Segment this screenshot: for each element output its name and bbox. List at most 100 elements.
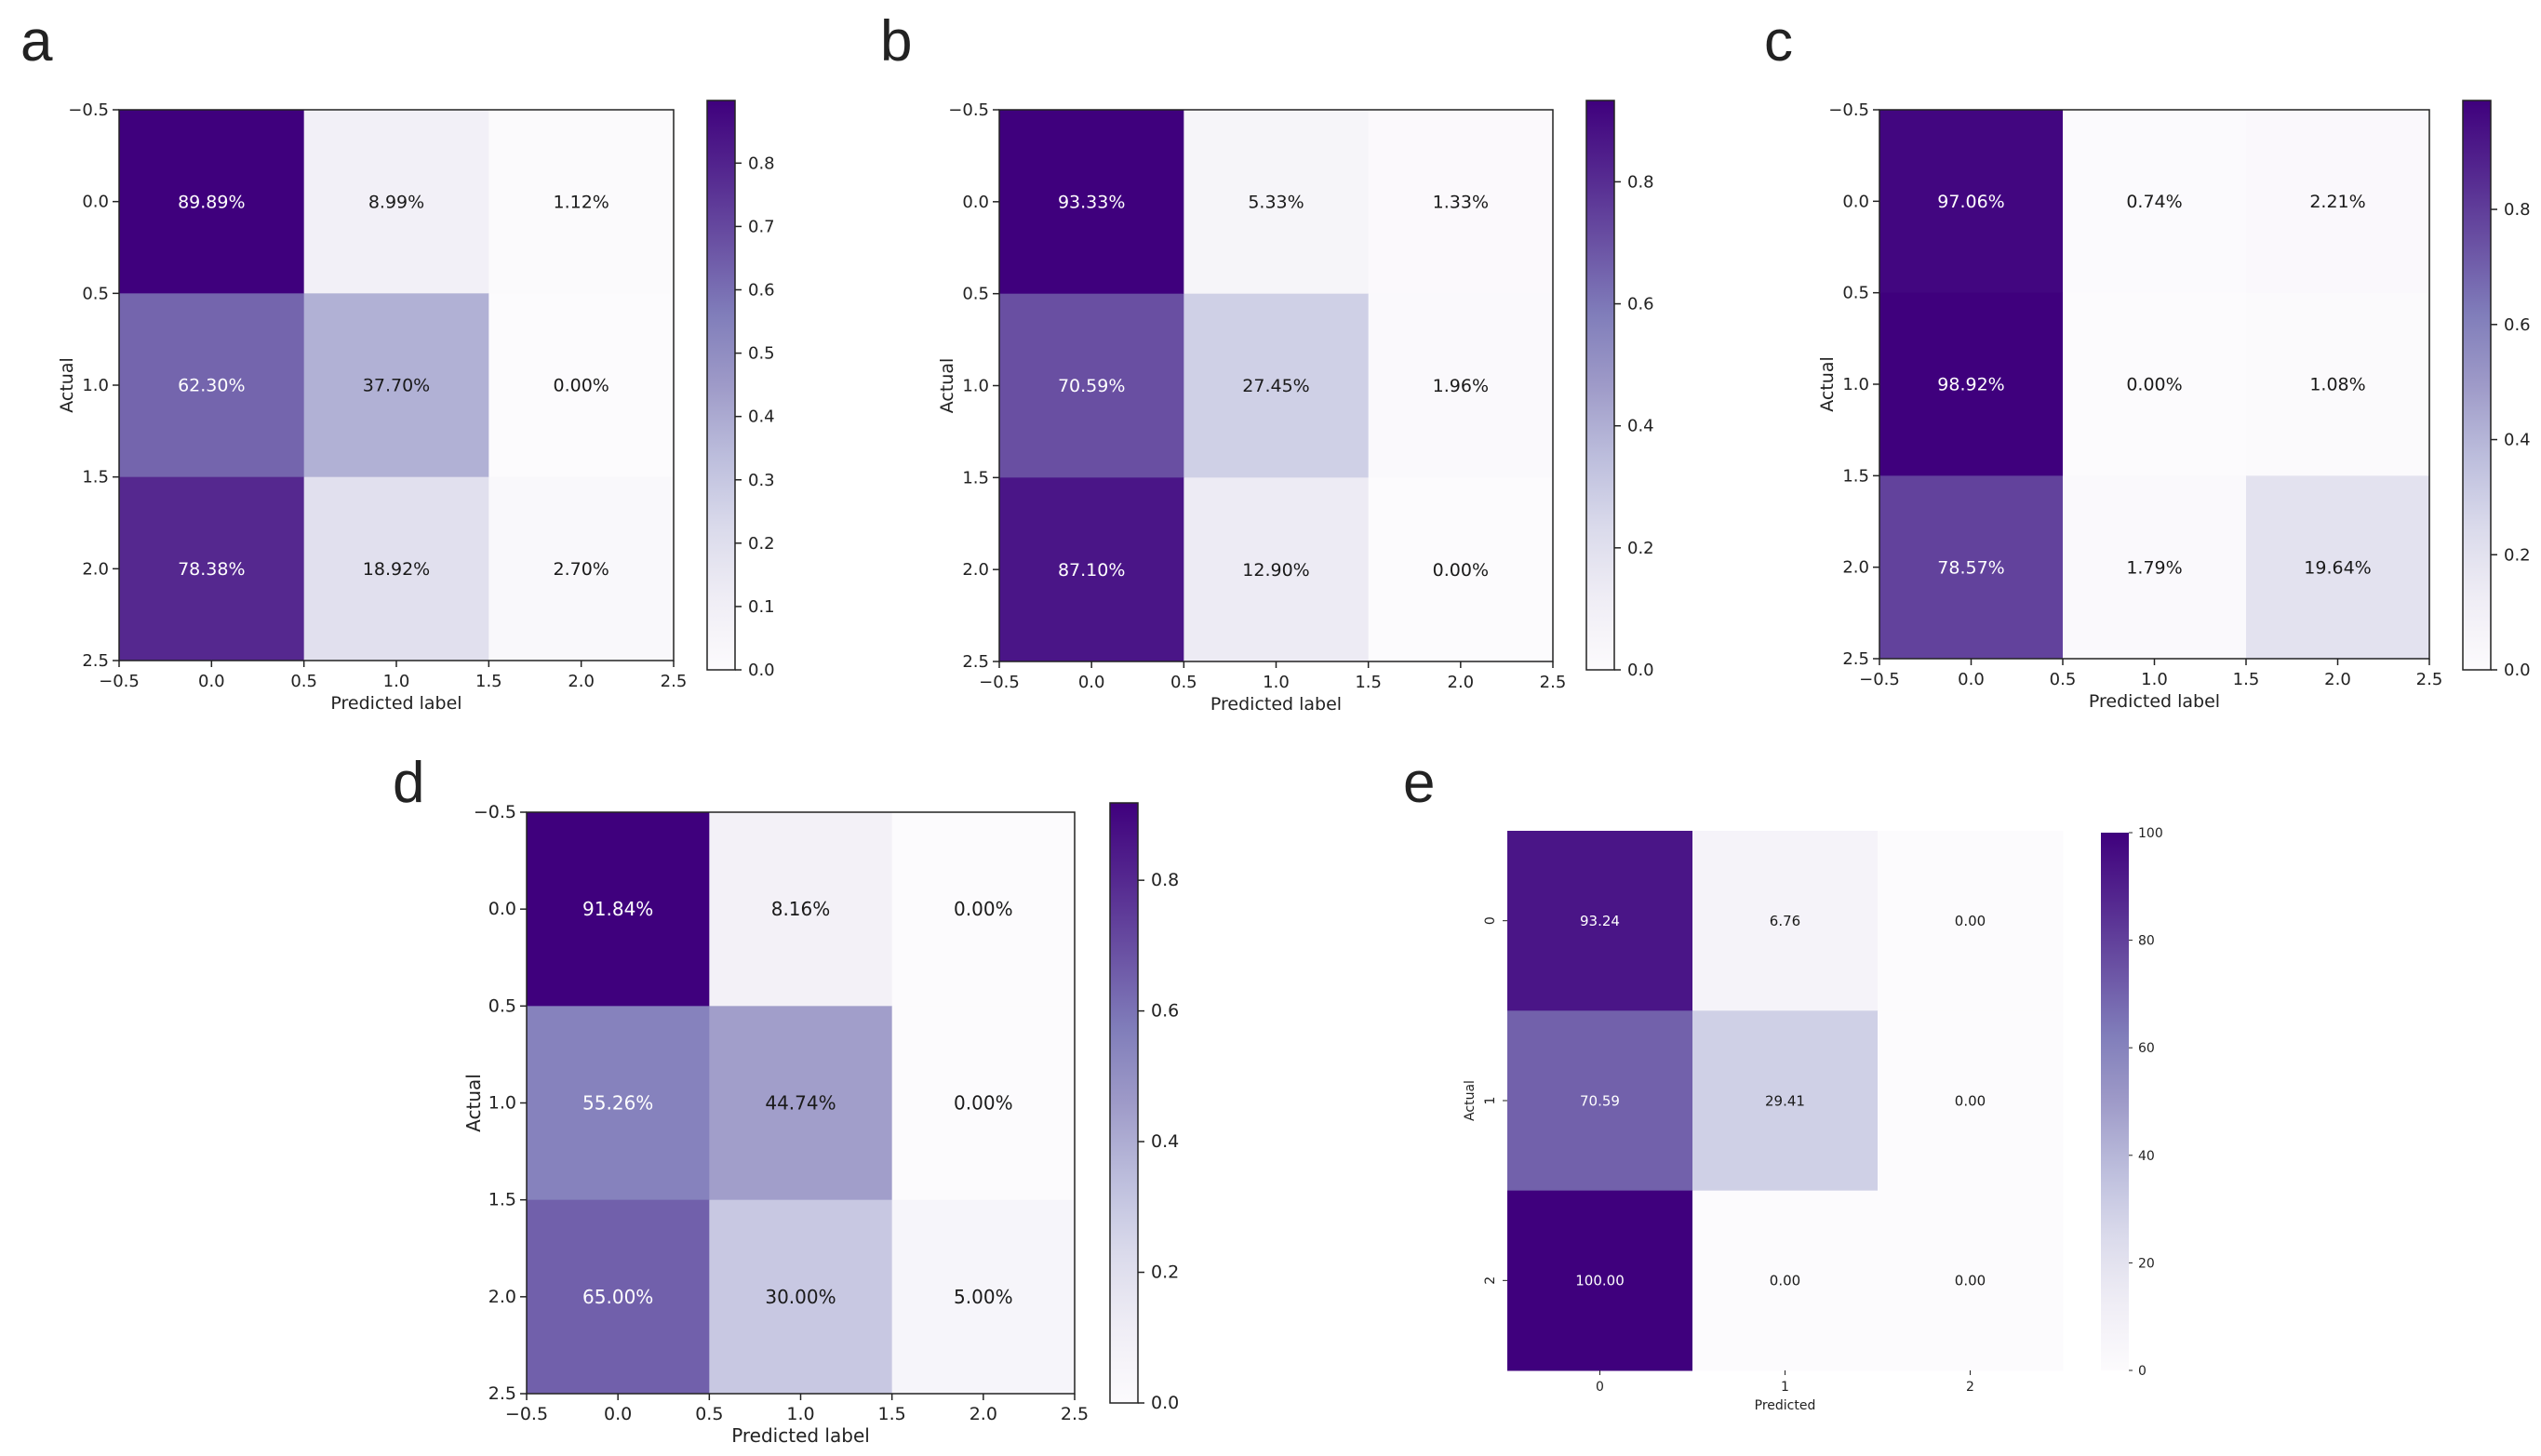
y-tick-label: −0.5 <box>474 802 516 822</box>
colorbar-tick-label: 0.0 <box>1151 1393 1179 1413</box>
colorbar-tick-label: 40 <box>2138 1149 2155 1164</box>
heatmap-cell <box>1692 831 1879 1011</box>
cell-value-label: 12.90% <box>1242 560 1309 581</box>
y-tick-label: 2.0 <box>82 559 109 579</box>
cell-value-label: 37.70% <box>363 376 430 396</box>
y-tick-label: 2.0 <box>962 560 989 580</box>
cell-value-label: 1.33% <box>1433 192 1489 212</box>
colorbar-tick-label: 0 <box>2138 1364 2146 1379</box>
y-tick-label: 1.0 <box>488 1093 516 1114</box>
y-tick-label: 0.5 <box>962 285 989 304</box>
x-axis-title: Predicted label <box>1210 694 1342 715</box>
colorbar-tick-label: 0.6 <box>1151 1001 1179 1022</box>
panel-label-c: c <box>1764 9 1793 73</box>
cell-value-label: 98.92% <box>1937 375 2004 395</box>
y-tick-label: 0.5 <box>488 995 516 1016</box>
x-tick-label: 2.5 <box>1061 1404 1089 1424</box>
heatmap-cell <box>1879 292 2064 476</box>
y-tick-label: 2.0 <box>488 1287 516 1307</box>
heatmap-cell <box>1368 293 1554 478</box>
cell-value-label: 8.99% <box>368 192 424 212</box>
x-axis-title: Predicted <box>1755 1398 1816 1413</box>
heatmap-cell <box>1507 1010 1693 1192</box>
y-tick-label: 1 <box>1483 1097 1498 1105</box>
cell-value-label: 30.00% <box>765 1286 836 1308</box>
cell-value-label: 62.30% <box>178 376 245 396</box>
y-axis-title: Actual <box>57 357 77 413</box>
colorbar-tick-label: 0.3 <box>748 471 775 490</box>
x-tick-label: 2.5 <box>661 672 688 691</box>
x-tick-label: 1.0 <box>786 1404 814 1424</box>
y-tick-label: 2.0 <box>1842 558 1869 578</box>
y-tick-label: 2.5 <box>962 652 989 672</box>
y-tick-label: 1.0 <box>82 376 109 395</box>
heatmap-cell <box>1184 110 1370 295</box>
y-tick-label: 0.0 <box>488 899 516 919</box>
heatmap-cell <box>1879 475 2064 660</box>
y-tick-label: −0.5 <box>948 100 989 120</box>
panel-label-a: a <box>20 9 53 73</box>
colorbar-tick-label: 0.6 <box>2504 315 2531 335</box>
colorbar-tick-label: 0.8 <box>2504 200 2531 220</box>
cell-value-label: 0.00 <box>1955 1273 1986 1289</box>
heatmap-cell <box>2063 475 2247 660</box>
cell-value-label: 93.24 <box>1580 913 1620 929</box>
y-tick-label: −0.5 <box>1828 100 1869 120</box>
cell-value-label: 1.12% <box>553 192 609 212</box>
colorbar-tick-label: 0.2 <box>1627 539 1654 558</box>
heatmap-cell <box>999 477 1184 662</box>
colorbar-tick-label: 0.1 <box>748 597 775 617</box>
y-tick-label: 0.5 <box>82 284 109 303</box>
cell-value-label: 2.21% <box>2309 192 2365 212</box>
x-tick-label: 2.0 <box>1448 673 1475 692</box>
x-tick-label: 1 <box>1781 1380 1789 1395</box>
heatmap-cell <box>1879 110 2064 294</box>
x-tick-label: 1.5 <box>1355 673 1382 692</box>
cell-value-label: 91.84% <box>582 898 653 920</box>
x-tick-label: 1.5 <box>878 1404 906 1424</box>
x-tick-label: 1.0 <box>2141 670 2168 689</box>
heatmap-cell <box>891 1199 1076 1395</box>
heatmap-cell <box>1184 477 1370 662</box>
y-tick-label: 2.5 <box>488 1383 516 1404</box>
colorbar-tick-label: 0.0 <box>1627 661 1654 680</box>
heatmap-cell <box>709 1199 893 1395</box>
cell-value-label: 93.33% <box>1058 192 1125 212</box>
heatmap-cell <box>488 110 675 294</box>
x-tick-label: 0.5 <box>2050 670 2077 689</box>
colorbar <box>2462 100 2492 671</box>
x-tick-label: 0.0 <box>198 672 225 691</box>
cell-value-label: 5.33% <box>1248 192 1304 212</box>
heatmap-cell <box>1184 293 1370 478</box>
heatmap-cell <box>2246 475 2430 660</box>
colorbar-tick-label: 60 <box>2138 1041 2155 1056</box>
heatmap-cell <box>119 476 305 661</box>
x-axis-title: Predicted label <box>330 693 461 714</box>
y-axis-title: Actual <box>1463 1080 1478 1121</box>
x-tick-label: 0.5 <box>1170 673 1197 692</box>
colorbar-tick-label: 0.8 <box>1627 172 1654 192</box>
x-tick-label: 0.5 <box>695 1404 723 1424</box>
colorbar-tick-label: 0.8 <box>1151 870 1179 890</box>
heatmap-cell <box>1878 1190 2064 1371</box>
x-tick-label: 1.0 <box>383 672 410 691</box>
colorbar-tick-label: 0.4 <box>1627 417 1654 436</box>
heatmap-cell <box>119 293 305 478</box>
heatmap-cell <box>1878 1010 2064 1192</box>
heatmap-cell <box>2063 292 2247 476</box>
x-tick-label: 1.5 <box>475 672 502 691</box>
y-tick-label: 1.0 <box>962 377 989 396</box>
heatmap-cell <box>1692 1010 1879 1192</box>
colorbar-tick-label: 100 <box>2138 826 2163 841</box>
cell-value-label: 89.89% <box>178 192 245 212</box>
y-tick-label: 1.5 <box>1842 466 1869 486</box>
heatmap-cell <box>527 1006 710 1201</box>
x-tick-label: −0.5 <box>1859 670 1900 689</box>
colorbar-tick-label: 20 <box>2138 1256 2155 1271</box>
colorbar-tick-label: 0.4 <box>1151 1131 1179 1152</box>
y-tick-label: 0.0 <box>1842 192 1869 211</box>
y-tick-label: 1.5 <box>962 468 989 488</box>
heatmap-cell <box>1692 1190 1879 1371</box>
y-tick-label: −0.5 <box>68 100 109 120</box>
cell-value-label: 0.00% <box>2126 375 2182 395</box>
